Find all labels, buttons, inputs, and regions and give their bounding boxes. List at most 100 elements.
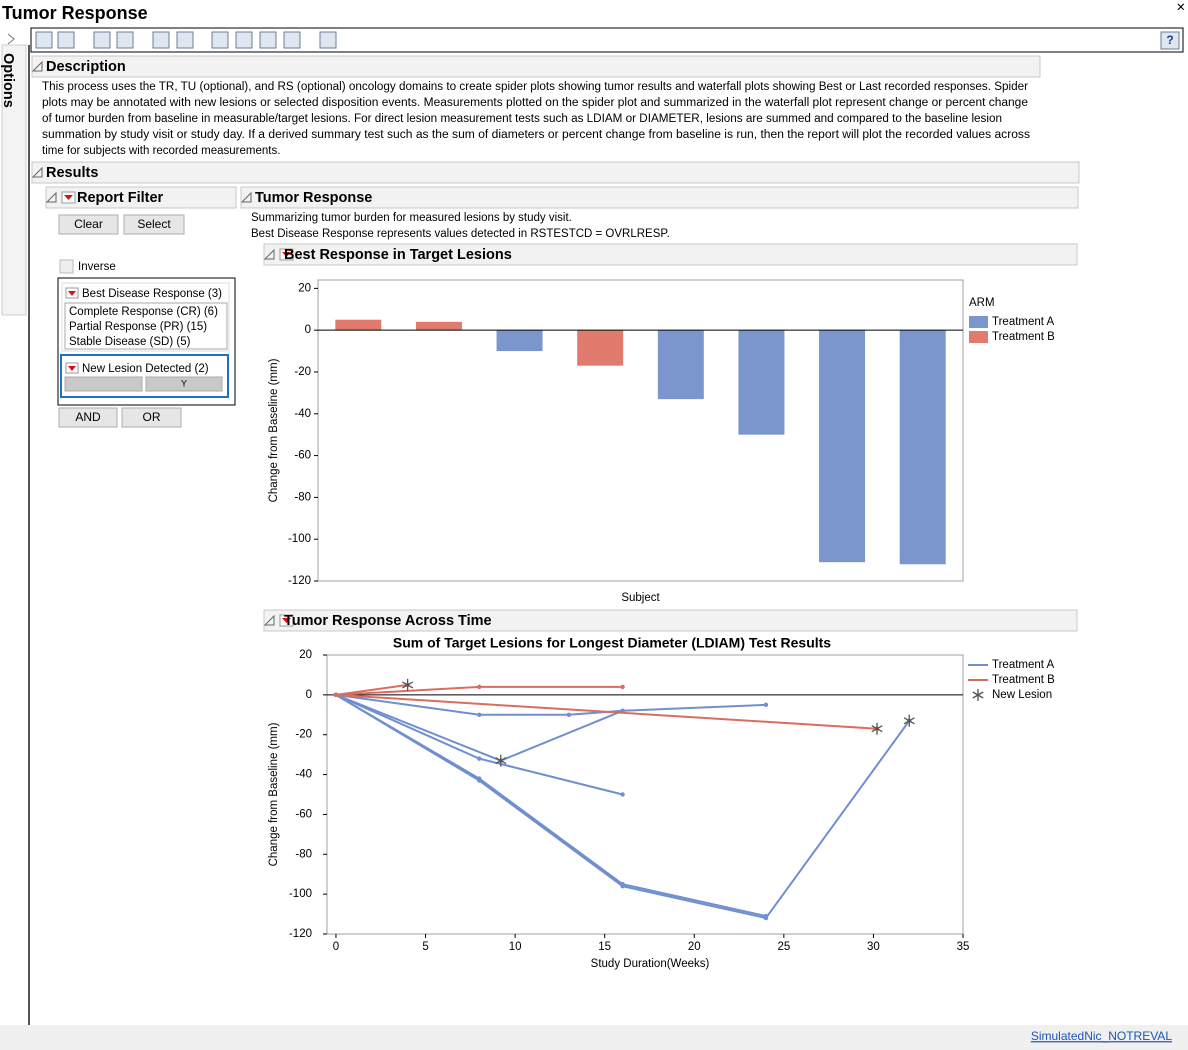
description-text: time for subjects with recorded measurem… [42, 145, 280, 157]
collapse-toggle[interactable] [31, 60, 43, 72]
response-point [477, 778, 482, 783]
bar [738, 330, 785, 435]
collapse-toggle[interactable] [263, 248, 275, 260]
y-tick-label: 20 [298, 282, 311, 294]
menu-arrow [282, 252, 291, 257]
button-label[interactable]: OR [143, 410, 161, 424]
y-tick-label: -120 [288, 575, 311, 587]
footer-link[interactable]: SimulatedNic_NOTREVAL [1031, 1029, 1172, 1043]
legend-label: Treatment B [992, 331, 1055, 343]
section-header [45, 186, 237, 209]
x-axis-label: Subject [621, 592, 660, 604]
bar [657, 330, 704, 400]
help-icon[interactable]: ? [1166, 33, 1173, 47]
menu-arrow [64, 195, 73, 200]
response-point [477, 684, 482, 690]
filter-value-button[interactable] [64, 376, 143, 392]
button-label[interactable]: Clear [74, 217, 103, 231]
y-tick-label: -40 [295, 769, 312, 781]
checkbox[interactable] [59, 259, 74, 274]
x-tick-label: 25 [777, 941, 790, 953]
button-label[interactable]: Select [137, 217, 171, 231]
button-label[interactable]: AND [75, 410, 101, 424]
y-axis-label: Change from Baseline (mm) [268, 722, 280, 866]
y-tick-label: 0 [305, 324, 311, 336]
plot-area [317, 279, 964, 582]
section-header [31, 161, 1080, 184]
filter-item[interactable]: Partial Response (PR) (15) [69, 321, 207, 333]
button[interactable] [123, 214, 185, 235]
response-point [763, 915, 769, 921]
y-tick-label: 0 [306, 689, 312, 701]
new-lesion-marker [871, 722, 883, 735]
y-tick-label: -20 [295, 729, 312, 741]
close-button[interactable]: ✕ [1176, 2, 1186, 14]
description-text: This process uses the TR, TU (optional),… [42, 81, 1028, 93]
y-tick-label: -60 [295, 808, 312, 820]
response-point [763, 702, 769, 708]
note: Summarizing tumor burden for measured le… [251, 212, 572, 224]
filter-value-button[interactable] [145, 376, 223, 392]
filter-item[interactable]: Stable Disease (SD) (5) [69, 336, 191, 348]
toolbar-icons[interactable] [35, 31, 1180, 50]
filter-list [64, 302, 228, 350]
checkbox-label[interactable]: Inverse [78, 261, 116, 273]
filter-item[interactable]: Complete Response (CR) (6) [69, 306, 218, 318]
section-header [263, 243, 1078, 266]
filter-item[interactable]: Y [181, 378, 187, 388]
y-tick-label: 20 [299, 649, 312, 661]
toolbar [30, 27, 1184, 53]
response-point [620, 684, 625, 690]
x-tick-label: 15 [598, 941, 611, 953]
section-header [240, 186, 1079, 209]
menu-arrow [68, 291, 76, 296]
options-tab-label[interactable]: Options [0, 53, 16, 108]
description-text: summation by study visit or study day. I… [42, 129, 1030, 141]
bar [496, 330, 543, 352]
collapse-toggle[interactable] [45, 191, 57, 203]
chart-heading: Best Response in Target Lesions [284, 247, 512, 263]
section-title: Description [46, 59, 126, 75]
y-tick-label: -60 [294, 450, 311, 462]
response-line [335, 693, 878, 730]
collapse-toggle[interactable] [31, 166, 43, 178]
bar [415, 321, 462, 331]
response-point [566, 712, 572, 717]
options-tab[interactable] [1, 44, 27, 316]
button[interactable] [58, 214, 119, 235]
legend-label: New Lesion [992, 689, 1052, 701]
filter-group-title[interactable]: New Lesion Detected (2) [82, 363, 209, 375]
new-lesion-marker [903, 714, 915, 727]
chart-heading: Tumor Response Across Time [284, 613, 492, 629]
y-tick-label: -100 [289, 888, 312, 900]
y-tick-label: -80 [294, 491, 311, 503]
filter-group-title[interactable]: Best Disease Response (3) [82, 288, 222, 300]
x-tick-label: 0 [333, 941, 339, 953]
legend-swatch [969, 331, 988, 343]
button[interactable] [121, 407, 182, 428]
menu-arrow [68, 366, 76, 371]
section-header [263, 609, 1078, 632]
x-axis-label: Study Duration(Weeks) [591, 958, 710, 970]
x-tick-label: 20 [688, 941, 701, 953]
description-text: plots may be annotated with new lesions … [42, 97, 1028, 109]
y-tick-label: -20 [294, 366, 311, 378]
y-tick-label: -80 [295, 848, 312, 860]
bar [819, 330, 866, 563]
collapse-toggle[interactable] [240, 191, 252, 203]
window-title: Tumor Response [2, 3, 148, 23]
legend-label: Treatment A [992, 316, 1055, 328]
x-tick-label: 5 [422, 941, 428, 953]
collapse-toggle[interactable] [263, 614, 275, 626]
response-point [620, 792, 625, 797]
response-point [620, 883, 625, 889]
status-bar [0, 1025, 1188, 1050]
note: Best Disease Response represents values … [251, 228, 670, 240]
section-header [31, 55, 1041, 78]
expand-arrow[interactable] [7, 33, 15, 45]
legend-label: Treatment A [992, 659, 1055, 671]
chart-title: Sum of Target Lesions for Longest Diamet… [393, 635, 831, 651]
new-lesion-marker [402, 678, 414, 691]
button[interactable] [58, 407, 118, 428]
